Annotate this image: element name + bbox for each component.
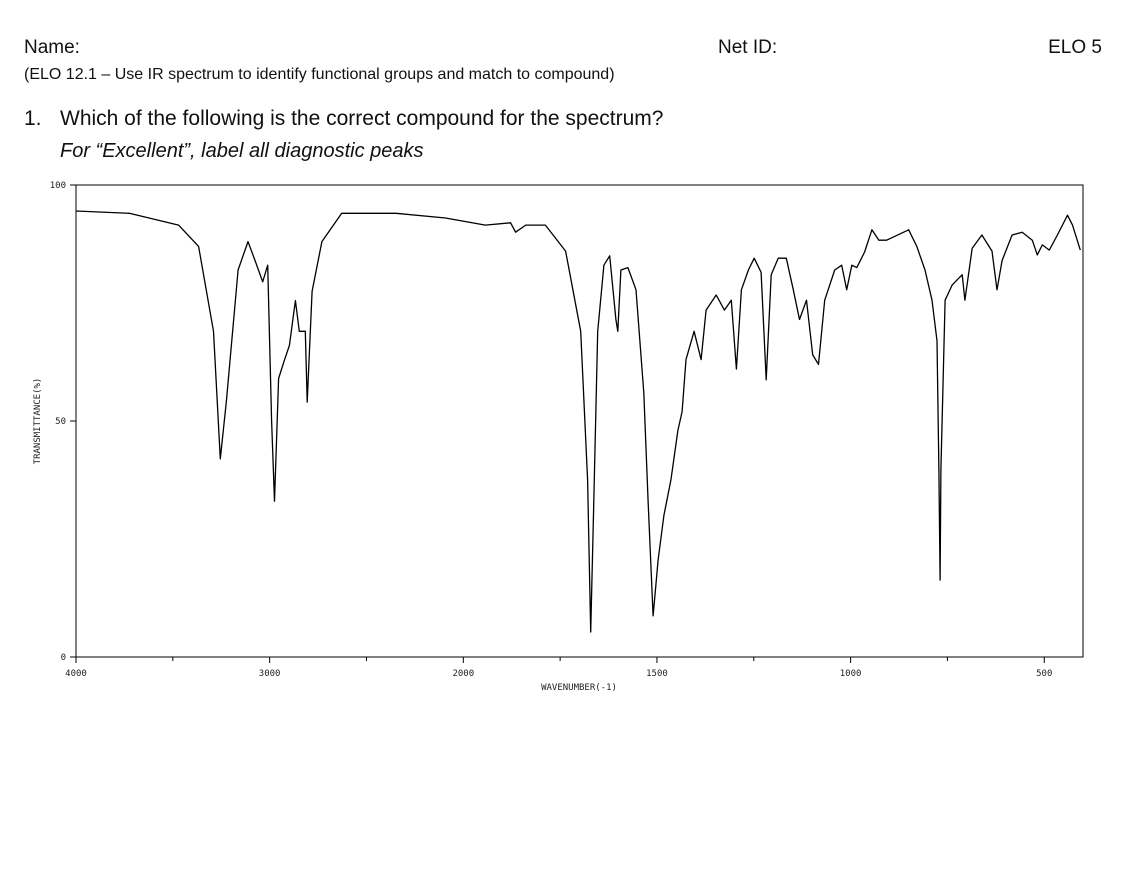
y-tick-label: 0	[61, 653, 66, 663]
elo: ELO 5	[1048, 37, 1102, 58]
y-axis-label: TRANSMITTANCE(%)	[33, 378, 43, 465]
x-axis-label: WAVENUMBER(-1)	[541, 683, 617, 693]
instruction: For “Excellent”, label all diagnostic pe…	[60, 140, 424, 162]
x-tick-label: 500	[1036, 669, 1052, 679]
plot-frame	[75, 184, 1084, 658]
netid-label: Net ID:	[718, 37, 777, 58]
objective: (ELO 12.1 – Use IR spectrum to identify …	[24, 66, 615, 83]
question-text: Which of the following is the correct co…	[60, 107, 663, 130]
y-tick-label: 100	[50, 181, 66, 191]
x-tick-label: 4000	[65, 669, 87, 679]
spectrum-line	[75, 210, 1081, 633]
x-tick-label: 1000	[840, 669, 862, 679]
y-tick-label: 50	[55, 417, 66, 427]
x-tick-label: 1500	[646, 669, 668, 679]
question-number: 1.	[24, 107, 42, 130]
x-tick-label: 2000	[452, 669, 474, 679]
x-tick-label: 3000	[259, 669, 281, 679]
name-label: Name:	[24, 37, 80, 58]
